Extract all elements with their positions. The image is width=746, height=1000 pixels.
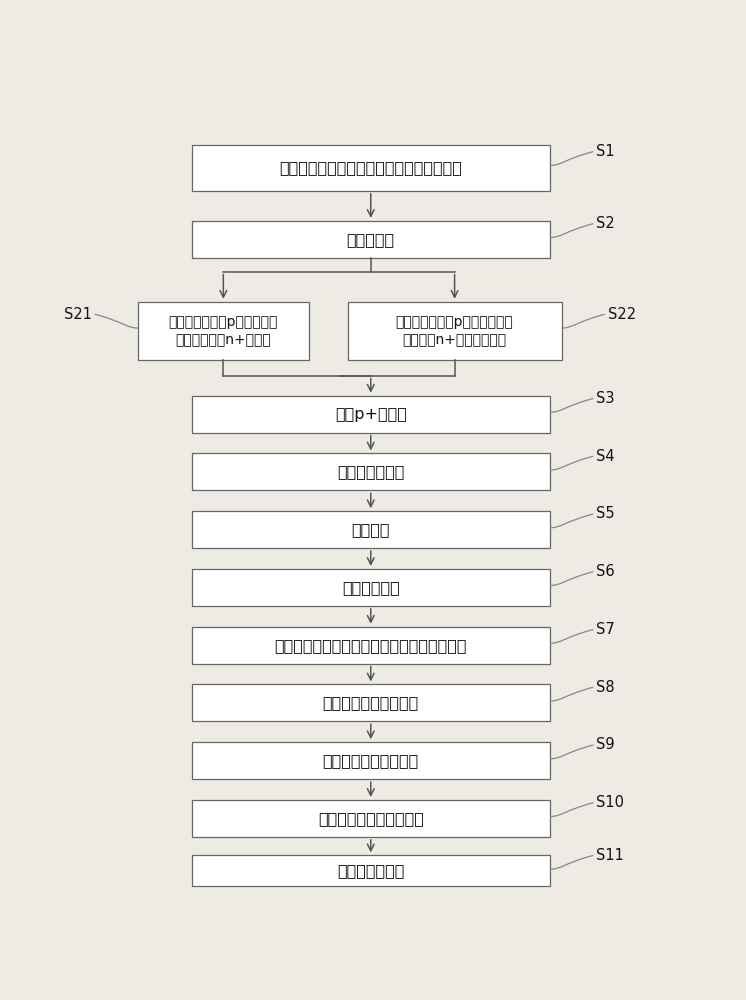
Bar [192, 855, 550, 886]
Bar [192, 145, 550, 191]
Bar [192, 453, 550, 490]
Bar [192, 569, 550, 606]
Text: S3: S3 [596, 391, 615, 406]
Bar [192, 511, 550, 548]
Bar [348, 302, 562, 360]
Text: S21: S21 [64, 307, 92, 322]
Text: 制作主沟槽: 制作主沟槽 [347, 232, 395, 247]
Bar [192, 221, 550, 258]
Bar [138, 302, 309, 360]
Text: 制作p+掺杂层: 制作p+掺杂层 [335, 407, 407, 422]
Bar [192, 627, 550, 664]
Text: S6: S6 [596, 564, 615, 579]
Bar [192, 684, 550, 721]
Text: 光刻制作漏极金属接触: 光刻制作漏极金属接触 [322, 753, 419, 768]
Text: S4: S4 [596, 449, 615, 464]
Text: S8: S8 [596, 680, 615, 695]
Bar [192, 396, 550, 433]
Text: 沟槽刻蚀终止于p型埋层底部，
外延形成n+掺杂层并回刻: 沟槽刻蚀终止于p型埋层底部， 外延形成n+掺杂层并回刻 [395, 315, 513, 347]
Text: S5: S5 [596, 506, 615, 521]
Text: 光刻制作源极金属接触: 光刻制作源极金属接触 [322, 695, 419, 710]
Text: S11: S11 [596, 848, 624, 863]
Text: S7: S7 [596, 622, 615, 637]
Text: 制作终端: 制作终端 [351, 522, 390, 537]
Text: S9: S9 [596, 737, 615, 752]
Bar [192, 800, 550, 837]
Text: 快速热退火制作欧姆接触: 快速热退火制作欧姆接触 [318, 811, 424, 826]
Bar [192, 742, 550, 779]
Text: 钝化并金属互连: 钝化并金属互连 [337, 863, 404, 878]
Text: 外延生长材料形成不同层掺杂的三明治结构: 外延生长材料形成不同层掺杂的三明治结构 [279, 160, 463, 175]
Text: S22: S22 [608, 307, 636, 322]
Text: 制作栅氧化层: 制作栅氧化层 [342, 580, 400, 595]
Text: 于沟槽填充掺杂多晶硅，并平坦化形成删电极: 于沟槽填充掺杂多晶硅，并平坦化形成删电极 [275, 638, 467, 653]
Text: 沟槽刻蚀终止于p基区底部，
离子注入形成n+掺杂层: 沟槽刻蚀终止于p基区底部， 离子注入形成n+掺杂层 [169, 315, 278, 347]
Text: S1: S1 [596, 144, 615, 159]
Text: S10: S10 [596, 795, 624, 810]
Text: S2: S2 [596, 216, 615, 231]
Text: 离子注入后退火: 离子注入后退火 [337, 464, 404, 479]
